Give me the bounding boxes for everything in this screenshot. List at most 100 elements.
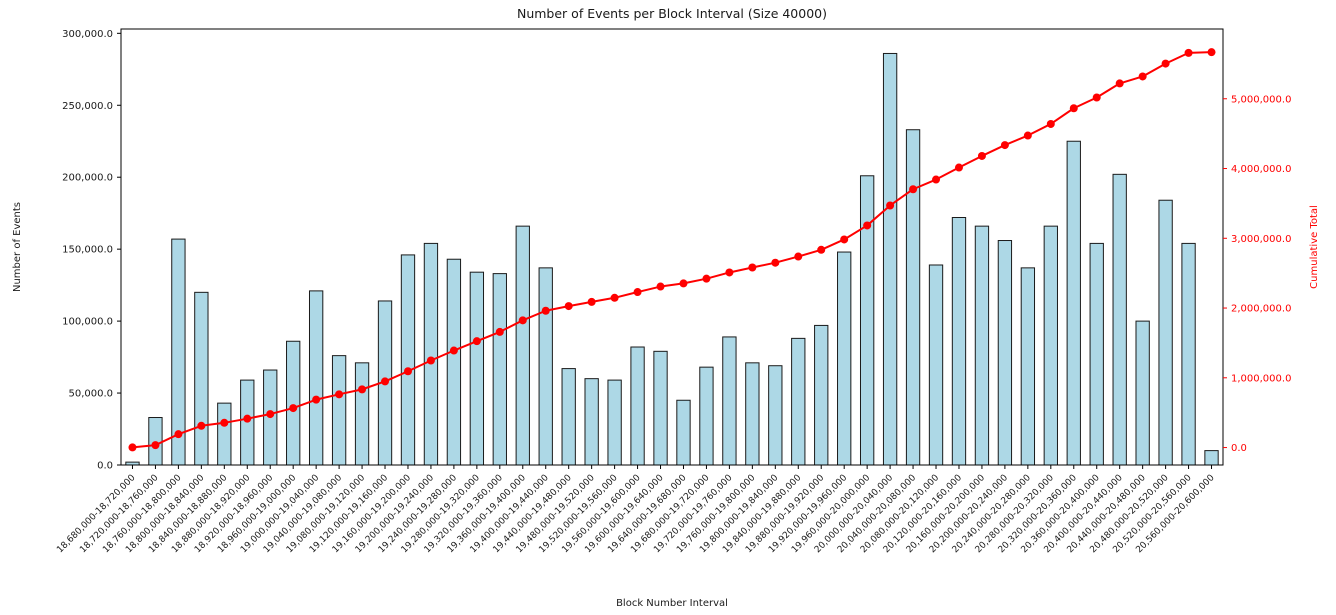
cumulative-point: [794, 252, 803, 261]
cumulative-point: [381, 377, 390, 386]
bar: [400, 254, 416, 466]
cumulative-point: [472, 337, 481, 346]
bar: [194, 291, 209, 466]
cumulative-point: [243, 414, 252, 423]
bar: [791, 337, 806, 466]
cumulative-point: [426, 356, 435, 365]
bar: [882, 52, 898, 466]
y-tick-label-right: 3,000,000.0: [1231, 234, 1291, 245]
bar: [974, 225, 990, 466]
cumulative-point: [587, 297, 596, 306]
bar: [997, 240, 1013, 466]
cumulative-point: [564, 302, 573, 311]
bar: [308, 290, 324, 466]
bar: [676, 399, 691, 466]
cumulative-point: [1207, 48, 1216, 57]
cumulative-point: [679, 279, 688, 288]
cumulative-point: [954, 163, 963, 172]
bar: [446, 258, 462, 466]
bar: [630, 346, 645, 466]
bars-group: [125, 52, 1219, 466]
cumulative-point: [1092, 93, 1101, 102]
bar: [814, 324, 829, 466]
y-tick-label-right: 1,000,000.0: [1231, 373, 1291, 384]
bar: [1043, 225, 1058, 466]
y-tick-label-right: 2,000,000.0: [1231, 304, 1291, 315]
cumulative-point: [771, 258, 780, 267]
bar: [837, 251, 852, 466]
bar: [859, 175, 875, 466]
y-tick-label-left: 250,000.0: [62, 101, 113, 112]
bar: [1181, 242, 1196, 466]
y-tick-label-left: 100,000.0: [62, 317, 113, 328]
cumulative-point: [1046, 119, 1055, 128]
cumulative-point: [932, 175, 941, 184]
y-tick-label-left: 150,000.0: [62, 245, 113, 256]
chart-title: Number of Events per Block Interval (Siz…: [517, 6, 827, 21]
cumulative-point: [656, 282, 665, 291]
bar: [286, 340, 301, 466]
cumulative-point: [289, 404, 298, 413]
bar: [423, 242, 439, 466]
bar: [331, 355, 347, 466]
cumulative-point: [702, 274, 711, 283]
cumulative-point: [1138, 72, 1147, 81]
cumulative-point: [128, 443, 137, 452]
bar: [217, 402, 232, 466]
bar: [1204, 450, 1219, 466]
plot-border: [120, 28, 1224, 466]
bar: [745, 362, 760, 466]
bar: [1020, 267, 1036, 466]
cumulative-point: [748, 263, 757, 272]
cumulative-line-group: [128, 48, 1216, 452]
bar: [584, 378, 599, 466]
axes-group: 0.0 50,000.0 100,000.0 150,000.0 200,000.0 25…: [55, 28, 1291, 555]
bar: [561, 368, 576, 466]
bar: [469, 271, 485, 466]
bar: [538, 267, 553, 466]
bar: [928, 264, 944, 466]
bar: [951, 217, 967, 466]
y-axis-label-left: Number of Events: [12, 202, 23, 292]
bar: [515, 225, 530, 466]
cumulative-point: [197, 421, 206, 430]
cumulative-point: [266, 410, 275, 419]
cumulative-point: [1023, 131, 1032, 140]
bar: [905, 129, 921, 466]
cumulative-point: [518, 316, 527, 325]
cumulative-point: [840, 235, 849, 244]
y-tick-label-left: 200,000.0: [62, 173, 113, 184]
cumulative-point: [1161, 59, 1170, 68]
y-axis-label-right: Cumulative Total: [1309, 205, 1320, 289]
bar: [492, 273, 507, 466]
bar: [1089, 242, 1104, 466]
y-tick-label-left: 0.0: [97, 461, 113, 472]
cumulative-point: [495, 327, 504, 336]
y-tick-label-right: 5,000,000.0: [1231, 94, 1291, 105]
cumulative-point: [1115, 79, 1124, 88]
cumulative-point: [403, 367, 412, 376]
bar: [1135, 320, 1150, 466]
bar: [1158, 199, 1173, 466]
bar: [653, 350, 668, 466]
cumulative-point: [358, 385, 367, 394]
bar: [1066, 140, 1081, 466]
cumulative-point: [610, 293, 619, 302]
cumulative-point: [1000, 141, 1009, 150]
cumulative-point: [886, 201, 895, 210]
cumulative-point: [817, 245, 826, 254]
cumulative-point: [633, 288, 642, 297]
y-tick-label-left: 300,000.0: [62, 29, 113, 40]
cumulative-point: [909, 185, 918, 194]
cumulative-point: [725, 268, 734, 277]
cumulative-point: [335, 390, 344, 399]
cumulative-point: [312, 395, 321, 404]
x-axis-label: Block Number Interval: [616, 598, 728, 609]
bar: [607, 379, 622, 466]
bar: [722, 336, 737, 466]
bar: [354, 362, 370, 466]
bar: [1112, 173, 1127, 466]
cumulative-point: [977, 151, 986, 160]
cumulative-line: [131, 51, 1213, 449]
